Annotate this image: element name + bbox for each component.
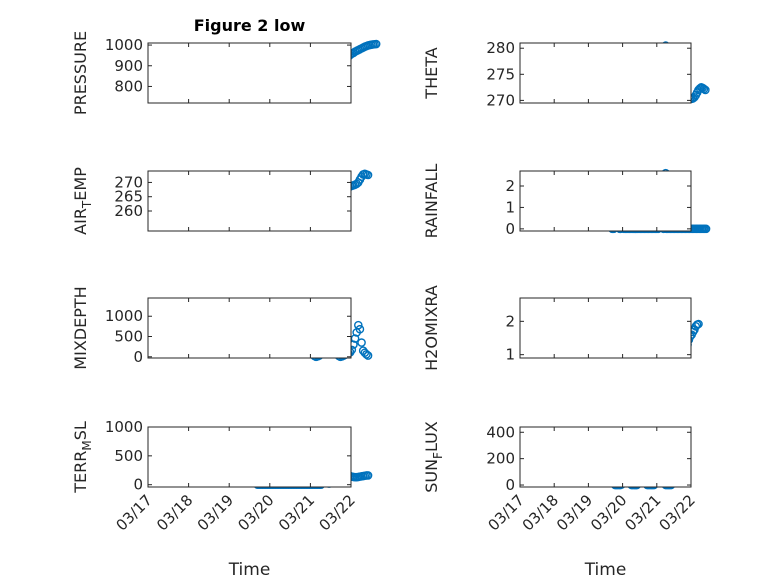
subplot-rainfall: 0 1 2 RAINFALL — [422, 164, 711, 239]
y-tick-label: 500 — [114, 328, 143, 346]
y-tick-label: 270 — [486, 91, 515, 109]
y-tick-label: 900 — [114, 57, 143, 75]
data-point — [363, 170, 373, 180]
chart-title: Figure 2 low — [194, 16, 306, 35]
x-tick-label: 03/22 — [316, 491, 359, 534]
y-axis-label: THETA — [422, 47, 441, 99]
axes-frame — [147, 42, 352, 104]
y-axis-label: MIXDEPTH — [71, 286, 90, 369]
x-tick-label: 03/17 — [113, 491, 156, 534]
axes-frame — [519, 297, 692, 359]
subplot-mixdepth: 0 500 1000 MIXDEPTH — [71, 286, 373, 370]
data-point — [694, 319, 703, 329]
subplot-theta: 270 275 280 THETA — [422, 39, 710, 109]
y-tick-label: 2 — [505, 177, 515, 195]
axes-frame — [147, 426, 352, 488]
x-axis-label: Time — [584, 560, 627, 580]
y-tick-label: 1 — [505, 198, 515, 216]
x-tick-label: 03/20 — [234, 491, 277, 534]
y-tick-label: 0 — [505, 476, 515, 494]
subplot-pressure: 800 900 1000 PRESSURE Figure 2 low — [71, 16, 381, 115]
y-tick-label: 400 — [486, 423, 515, 441]
y-axis-label: H2OMIXRA — [422, 285, 441, 371]
x-tick-label: 03/21 — [621, 491, 664, 534]
y-tick-label: 265 — [114, 188, 143, 206]
data-point — [357, 338, 366, 347]
y-tick-label: 280 — [486, 39, 515, 57]
x-tick-label: 03/19 — [194, 491, 237, 534]
data-point — [701, 224, 711, 234]
y-tick-label: 200 — [486, 450, 515, 468]
x-axis-label: Time — [228, 560, 271, 580]
axes-frame — [147, 170, 352, 232]
y-tick-label: 270 — [114, 173, 143, 191]
x-tick-label: 03/19 — [553, 491, 596, 534]
y-tick-label: 2 — [505, 312, 515, 330]
axes-frame — [519, 170, 692, 232]
data-point — [701, 85, 710, 95]
x-tick-label: 03/17 — [485, 491, 528, 534]
y-tick-label: 0 — [133, 476, 143, 494]
data-point — [354, 320, 363, 330]
y-tick-label: 1000 — [105, 307, 143, 325]
y-tick-label: 260 — [114, 202, 143, 220]
data-point — [363, 351, 373, 360]
axes-frame — [519, 42, 692, 104]
y-tick-label: 275 — [486, 65, 515, 83]
data-point — [371, 39, 381, 49]
data-point — [699, 84, 709, 94]
y-tick-label: 1 — [505, 346, 515, 364]
x-tick-label: 03/18 — [519, 491, 562, 534]
y-axis-label: PRESSURE — [71, 31, 90, 115]
data-point — [363, 471, 373, 480]
x-tick-label: 03/18 — [153, 491, 196, 534]
axes-frame — [519, 426, 692, 488]
y-tick-label: 1000 — [105, 36, 143, 54]
y-axis-label: TERRMSL — [71, 421, 94, 494]
y-tick-label: 800 — [114, 77, 143, 95]
y-tick-label: 500 — [114, 447, 143, 465]
data-point — [362, 350, 371, 359]
data-point — [355, 324, 365, 334]
y-axis-label: RAINFALL — [422, 164, 441, 239]
x-tick-label: 03/21 — [275, 491, 318, 534]
axes-frame — [147, 297, 352, 359]
subplot-h2omixra: 1 2 H2OMIXRA — [422, 285, 703, 371]
y-tick-label: 0 — [505, 220, 515, 238]
y-tick-label: 1000 — [105, 418, 143, 436]
x-tick-label: 03/20 — [587, 491, 630, 534]
y-axis-label: AIRTEMP — [71, 167, 94, 235]
y-tick-label: 0 — [133, 348, 143, 366]
y-axis-label: SUNFLUX — [422, 421, 445, 493]
x-tick-label: 03/22 — [656, 491, 699, 534]
